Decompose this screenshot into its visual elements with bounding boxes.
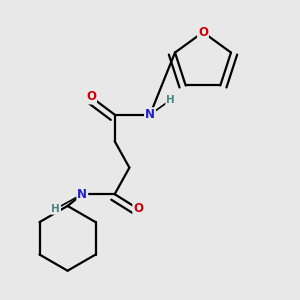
Text: O: O <box>133 202 143 215</box>
Text: O: O <box>198 26 208 39</box>
Text: O: O <box>86 91 96 103</box>
Text: N: N <box>145 108 155 121</box>
Text: H: H <box>51 204 60 214</box>
Text: N: N <box>77 188 87 201</box>
Text: H: H <box>166 95 175 105</box>
